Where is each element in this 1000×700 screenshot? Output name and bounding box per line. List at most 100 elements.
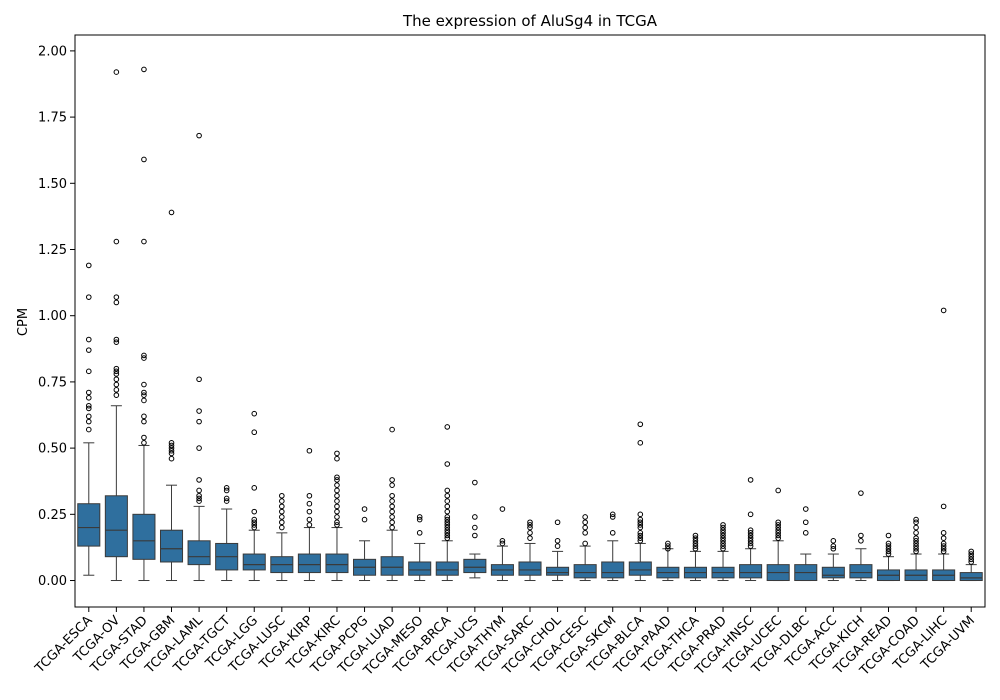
box-tcga-chol xyxy=(546,566,570,576)
outlier-point xyxy=(113,368,120,375)
outlier-point xyxy=(775,524,781,531)
box-tcga-acc xyxy=(821,566,845,579)
outlier-point xyxy=(858,532,864,539)
outlier-point xyxy=(913,548,919,555)
outlier-point xyxy=(416,530,423,536)
box-tcga-skcm xyxy=(601,561,625,579)
outlier-point xyxy=(334,492,340,499)
outlier-point xyxy=(389,524,395,531)
outlier-point xyxy=(720,532,726,539)
outlier-point xyxy=(940,503,947,510)
outlier-point xyxy=(85,413,92,420)
outlier-point xyxy=(913,545,919,552)
outlier-point xyxy=(251,524,258,531)
outlier-point xyxy=(168,442,175,449)
outlier-point xyxy=(609,514,616,520)
outlier-point xyxy=(747,527,754,534)
outlier-point xyxy=(913,519,919,526)
outlier-point xyxy=(196,418,202,425)
outlier-point xyxy=(141,352,147,359)
y-tick-label: 1.00 xyxy=(38,309,67,324)
outlier-point xyxy=(196,495,202,502)
y-tick-label: 0.75 xyxy=(38,375,67,390)
outlier-point xyxy=(334,522,340,528)
box-tcga-kirp xyxy=(297,553,321,574)
outlier-point xyxy=(389,492,395,499)
outlier-point xyxy=(196,445,202,451)
outlier-point xyxy=(747,532,754,539)
outlier-point xyxy=(940,535,947,541)
outlier-point xyxy=(141,238,147,245)
outlier-point xyxy=(720,522,726,528)
outlier-point xyxy=(361,506,368,512)
outlier-point xyxy=(747,543,754,549)
outlier-point xyxy=(609,530,616,536)
outlier-point xyxy=(692,537,699,544)
outlier-point xyxy=(444,424,451,430)
outlier-point xyxy=(223,487,230,494)
outlier-point xyxy=(334,455,340,462)
outlier-point xyxy=(775,527,781,534)
outlier-point xyxy=(251,485,258,491)
outlier-point xyxy=(113,238,120,245)
outlier-point xyxy=(720,540,726,547)
outlier-point xyxy=(913,524,919,531)
outlier-point xyxy=(637,511,644,518)
outlier-point xyxy=(830,537,837,544)
outlier-point xyxy=(472,514,478,520)
outlier-point xyxy=(251,516,258,523)
box-tcga-blca xyxy=(628,561,652,576)
outlier-point xyxy=(747,477,754,483)
outlier-point xyxy=(141,392,147,398)
outlier-point xyxy=(692,545,699,552)
outlier-point xyxy=(196,132,202,139)
outlier-point xyxy=(444,461,451,467)
box-tcga-sarc xyxy=(518,561,542,576)
outlier-point xyxy=(223,485,230,491)
outlier-point xyxy=(306,522,313,528)
outlier-point xyxy=(885,543,892,549)
outlier-point xyxy=(913,537,919,544)
y-tick-label: 1.25 xyxy=(38,243,67,258)
outlier-point xyxy=(775,487,781,494)
outlier-point xyxy=(720,530,726,536)
outlier-point xyxy=(554,519,561,526)
outlier-point xyxy=(196,498,202,504)
y-tick-label: 0.50 xyxy=(38,442,67,457)
y-tick-label: 2.00 xyxy=(38,44,67,59)
outlier-point xyxy=(472,479,478,486)
outlier-point xyxy=(389,482,395,488)
outlier-point xyxy=(141,156,147,163)
outlier-point xyxy=(141,355,147,361)
outlier-point xyxy=(113,299,120,306)
outlier-point xyxy=(251,429,258,436)
outlier-point xyxy=(334,450,340,457)
outlier-point xyxy=(334,482,340,488)
box-tcga-cesc xyxy=(573,564,597,579)
outlier-point xyxy=(554,543,561,549)
outlier-point xyxy=(168,447,175,454)
outlier-point xyxy=(141,381,147,388)
outlier-point xyxy=(720,543,726,549)
outlier-point xyxy=(747,530,754,536)
outlier-point xyxy=(885,545,892,552)
outlier-point xyxy=(85,347,92,353)
outlier-point xyxy=(196,408,202,414)
outlier-point xyxy=(913,535,919,541)
outlier-point xyxy=(334,514,340,520)
outlier-point xyxy=(196,487,202,494)
outlier-point xyxy=(444,487,451,494)
outlier-point xyxy=(85,426,92,433)
outlier-point xyxy=(775,535,781,541)
outlier-point xyxy=(389,503,395,510)
chart-title: The expression of AluSg4 in TCGA xyxy=(402,12,658,30)
outlier-point xyxy=(527,519,533,526)
outlier-point xyxy=(968,556,975,563)
outlier-point xyxy=(113,69,120,75)
outlier-point xyxy=(913,543,919,549)
outlier-point xyxy=(472,524,478,531)
outlier-point xyxy=(85,294,92,300)
outlier-point xyxy=(692,532,699,539)
outlier-point xyxy=(885,540,892,547)
outlier-point xyxy=(747,540,754,547)
